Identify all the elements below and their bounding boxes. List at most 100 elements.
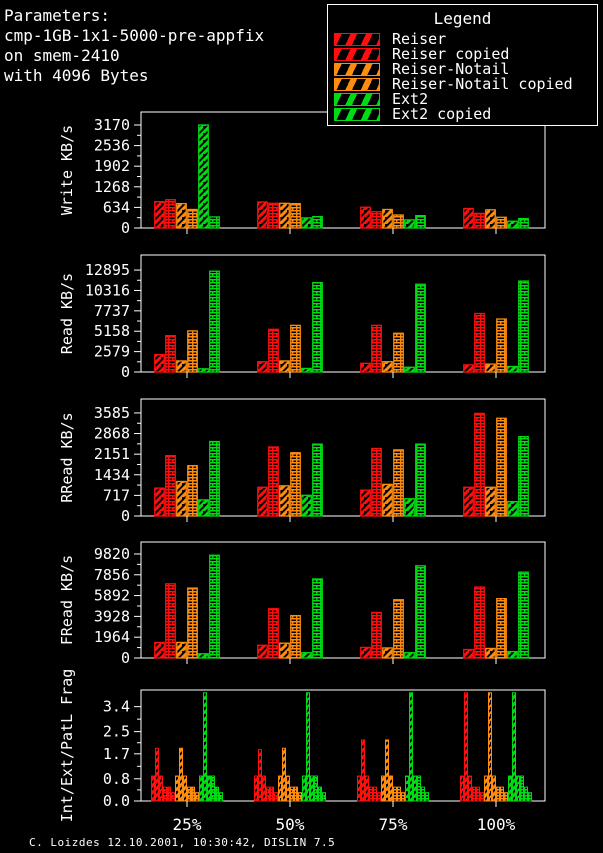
chart-bar	[165, 334, 176, 373]
chart-sub-bar	[484, 775, 488, 802]
chart-sub-bar	[203, 692, 207, 802]
chart-sub-bar	[480, 792, 484, 802]
y-tick-label: 2579	[94, 343, 130, 361]
legend-label: Reiser-Notail	[392, 60, 510, 78]
chart-bar	[393, 599, 404, 659]
y-tick-label: 7737	[94, 302, 130, 320]
chart-sub-bar	[460, 775, 464, 802]
legend-label: Ext2	[392, 90, 429, 108]
chart-bar	[474, 586, 485, 659]
chart-bar	[463, 207, 474, 229]
chart-sub-bar	[266, 786, 270, 802]
chart-bar	[415, 443, 426, 517]
chart-sub-bar	[274, 792, 278, 802]
chart-bar	[404, 652, 415, 659]
chart-sub-bar	[516, 775, 520, 802]
chart-sub-bar	[385, 739, 389, 802]
chart-sub-bar	[175, 775, 179, 802]
chart-bar	[518, 217, 529, 229]
chart-sub-bar	[163, 786, 167, 802]
chart-bar	[198, 368, 209, 373]
y-tick-label: 2536	[94, 137, 130, 155]
legend-swatch-brick	[334, 48, 380, 61]
y-axis-title: Int/Ext/PatL Frag	[58, 669, 76, 823]
legend-label: Reiser	[392, 30, 447, 48]
y-tick-label: 634	[103, 198, 130, 216]
chart-bar	[209, 440, 220, 517]
chart-sub-bar	[365, 775, 369, 802]
chart-sub-bar	[278, 775, 282, 802]
chart-bar	[404, 219, 415, 229]
chart-bar	[290, 202, 301, 229]
chart-frame	[140, 398, 546, 517]
chart-bar	[268, 202, 279, 229]
chart-sub-bar	[421, 786, 425, 802]
chart-bar	[187, 587, 198, 659]
chart-sub-bar	[215, 786, 219, 802]
legend-box: Legend Reiser Reiser copied Reiser-Notail R…	[327, 4, 598, 126]
chart-bar	[393, 214, 404, 229]
chart-bar	[312, 215, 323, 229]
chart-bar	[360, 646, 371, 659]
legend-entry: Ext2	[334, 92, 597, 107]
y-axis-title: Read KB/s	[58, 273, 76, 354]
chart-sub-bar	[520, 775, 524, 802]
y-tick-label: 5892	[94, 587, 130, 605]
chart-sub-bar	[401, 792, 405, 802]
chart-bar	[485, 209, 496, 229]
chart-bar	[257, 201, 268, 229]
y-tick-label: 0	[121, 363, 130, 381]
chart-bar	[209, 216, 220, 229]
chart-bar	[165, 199, 176, 229]
chart-sub-bar	[187, 786, 191, 802]
chart-sub-bar	[159, 775, 163, 802]
chart-sub-bar	[405, 775, 409, 802]
chart-bar	[198, 653, 209, 659]
chart-sub-bar	[377, 792, 381, 802]
chart-sub-bar	[492, 775, 496, 802]
chart-bar	[290, 614, 301, 659]
chart-bar	[496, 598, 507, 659]
chart-bar	[382, 647, 393, 659]
chart-bar	[371, 324, 382, 373]
y-tick-label: 0.0	[103, 792, 130, 810]
chart-frame	[140, 541, 546, 659]
chart-sub-bar	[191, 786, 195, 802]
x-tick-label: 75%	[379, 815, 408, 834]
chart-frame	[140, 254, 546, 373]
chart-bar	[496, 318, 507, 373]
chart-bar	[176, 360, 187, 373]
y-tick-label: 12895	[85, 261, 130, 279]
legend-title: Legend	[433, 9, 492, 28]
y-tick-label: 3.4	[103, 698, 130, 716]
chart-bar	[187, 330, 198, 373]
y-tick-label: 5158	[94, 322, 130, 340]
chart-sub-bar	[389, 775, 393, 802]
chart-int-ext-patl-frag: 0.0 0.8 1.7 2.5 3.4 Int/Ext/PatL Frag 25% 50% 75…	[58, 669, 546, 834]
chart-bar	[371, 447, 382, 517]
chart-sub-bar	[468, 775, 472, 802]
chart-bar	[393, 449, 404, 517]
chart-sub-bar	[361, 739, 365, 802]
chart-bar	[198, 499, 209, 517]
chart-sub-bar	[512, 692, 516, 802]
x-tick-label: 50%	[276, 815, 305, 834]
legend-swatch-diag	[334, 63, 380, 76]
chart-bar	[176, 480, 187, 517]
chart-bar	[360, 206, 371, 229]
chart-sub-bar	[195, 792, 199, 802]
chart-sub-bar	[290, 786, 294, 802]
chart-sub-bar	[393, 786, 397, 802]
legend-label: Reiser copied	[392, 45, 510, 63]
y-tick-label: 3928	[94, 607, 130, 625]
chart-bar	[154, 641, 165, 659]
chart-bar	[279, 485, 290, 517]
chart-bar	[257, 486, 268, 517]
chart-bar	[371, 611, 382, 659]
chart-bar	[463, 486, 474, 517]
chart-sub-bar	[211, 775, 215, 802]
chart-sub-bar	[476, 786, 480, 802]
chart-bar	[382, 483, 393, 517]
chart-sub-bar	[504, 792, 508, 802]
